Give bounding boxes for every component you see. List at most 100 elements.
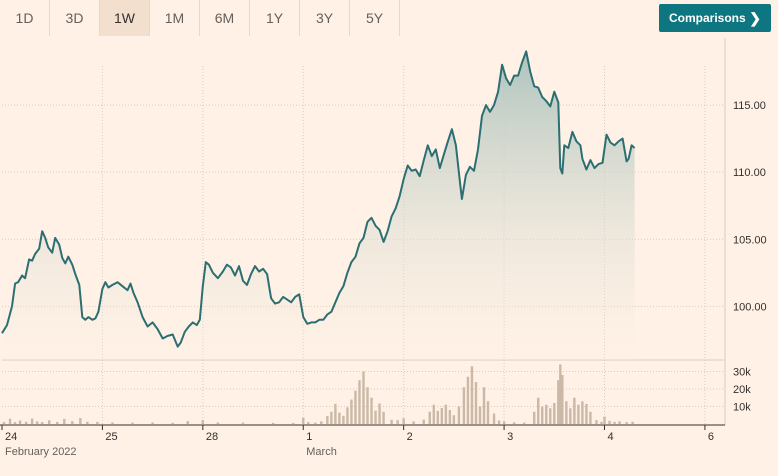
price-area-fill (2, 51, 635, 361)
volume-bar (402, 418, 405, 424)
volume-bar (292, 422, 295, 424)
volume-bar (314, 422, 317, 424)
price-tick-label: 105.00 (733, 234, 767, 246)
volume-tick-label: 20k (733, 384, 751, 396)
volume-bar (569, 408, 572, 424)
volume-bar (595, 420, 598, 424)
volume-bar (151, 422, 154, 424)
volume-bar (436, 410, 440, 424)
price-area (2, 51, 635, 361)
range-tab-1d[interactable]: 1D (0, 0, 50, 36)
range-tab-1y[interactable]: 1Y (250, 0, 300, 36)
volume-bar (625, 422, 628, 424)
volume-bar (613, 421, 616, 424)
volume-bar (553, 403, 556, 424)
volume-bar (13, 422, 17, 424)
volume-bar (545, 404, 548, 424)
range-tab-1w[interactable]: 1W (100, 0, 150, 36)
x-tick-label: 25 (105, 431, 117, 443)
volume-bar (40, 422, 44, 424)
volume-bar (474, 382, 478, 424)
comparisons-button-label: Comparisons (669, 11, 746, 25)
price-line (1, 50, 636, 348)
volume-bar (216, 422, 220, 424)
volume-bar (432, 404, 435, 424)
volume-bar (470, 366, 474, 424)
volume-bar (631, 421, 634, 424)
volume-bar (422, 419, 425, 424)
volume-bar (8, 418, 12, 424)
volume-bar (358, 380, 361, 424)
x-tick-sublabel: February 2022 (5, 446, 77, 458)
volume-bar (302, 417, 305, 424)
volume-bar (362, 371, 365, 424)
price-tick-label: 115.00 (733, 100, 766, 112)
volume-bar (241, 422, 245, 424)
volume-bar (618, 421, 621, 424)
volume-bar (71, 421, 74, 424)
volume-bar (18, 420, 22, 424)
volume-bar (565, 401, 568, 424)
x-tick-label: 1 (306, 431, 312, 443)
volume-bar (24, 421, 28, 424)
volume-bar (350, 399, 353, 424)
x-tick-label: 2 (407, 431, 413, 443)
volume-bar (96, 421, 99, 424)
volume-bar (330, 411, 333, 424)
volume-bar (390, 419, 393, 424)
volume-bar (557, 380, 560, 424)
volume-tick-label: 30k (733, 367, 751, 379)
comparisons-button[interactable]: Comparisons ❯ (659, 4, 771, 32)
x-tick-label: 6 (708, 431, 714, 443)
volume-bar (326, 416, 329, 424)
range-tab-3y[interactable]: 3Y (300, 0, 350, 36)
range-tab-5y[interactable]: 5Y (350, 0, 400, 36)
volume-bar (603, 416, 606, 424)
volume-bar (577, 404, 580, 424)
volume-bar (271, 422, 275, 424)
volume-bar (585, 403, 588, 424)
volume-bar (466, 376, 470, 424)
volume-bar (30, 418, 34, 424)
volume-bar (559, 364, 562, 424)
volume-bar (497, 420, 501, 424)
volume-bar (440, 407, 444, 424)
volume-bar (320, 421, 323, 424)
volume-bar (334, 403, 337, 424)
volume-bar (457, 406, 461, 424)
volume-bar (56, 421, 59, 424)
volume-bar (374, 410, 377, 424)
volume-bar (186, 421, 189, 424)
volume-bar (342, 415, 345, 424)
volume-bar (482, 387, 486, 424)
volume-bar (428, 411, 431, 424)
volume-bar (486, 401, 490, 424)
x-tick-label: 3 (507, 431, 513, 443)
volume-bar (444, 404, 448, 424)
volume-bar (396, 420, 399, 424)
volume-bar (2, 421, 6, 424)
volume-bar (86, 421, 89, 424)
x-tick-label: 4 (608, 431, 614, 443)
volume-bar (111, 422, 114, 424)
volume-bar (561, 375, 564, 424)
volume-bar (549, 408, 552, 424)
range-tab-3d[interactable]: 3D (50, 0, 100, 36)
volume-bar (171, 422, 174, 424)
range-tabs: 1D 3D 1W 1M 6M 1Y 3Y 5Y (0, 0, 400, 36)
volume-bar (366, 387, 369, 424)
x-tick-sublabel: March (306, 446, 337, 458)
range-tab-1m[interactable]: 1M (150, 0, 200, 36)
volume-bar (512, 422, 516, 424)
volume-bar (47, 420, 51, 424)
volume-bar (382, 411, 385, 424)
volume-tick-label: 10k (733, 402, 751, 414)
range-tab-6m[interactable]: 6M (200, 0, 250, 36)
price-tick-label: 100.00 (733, 301, 767, 313)
volume-bar (492, 413, 496, 424)
volume-bar (338, 412, 341, 424)
x-tick-label: 24 (5, 431, 17, 443)
volume-bar (35, 421, 39, 424)
volume-bar (79, 418, 82, 424)
price-line-group (1, 50, 636, 348)
